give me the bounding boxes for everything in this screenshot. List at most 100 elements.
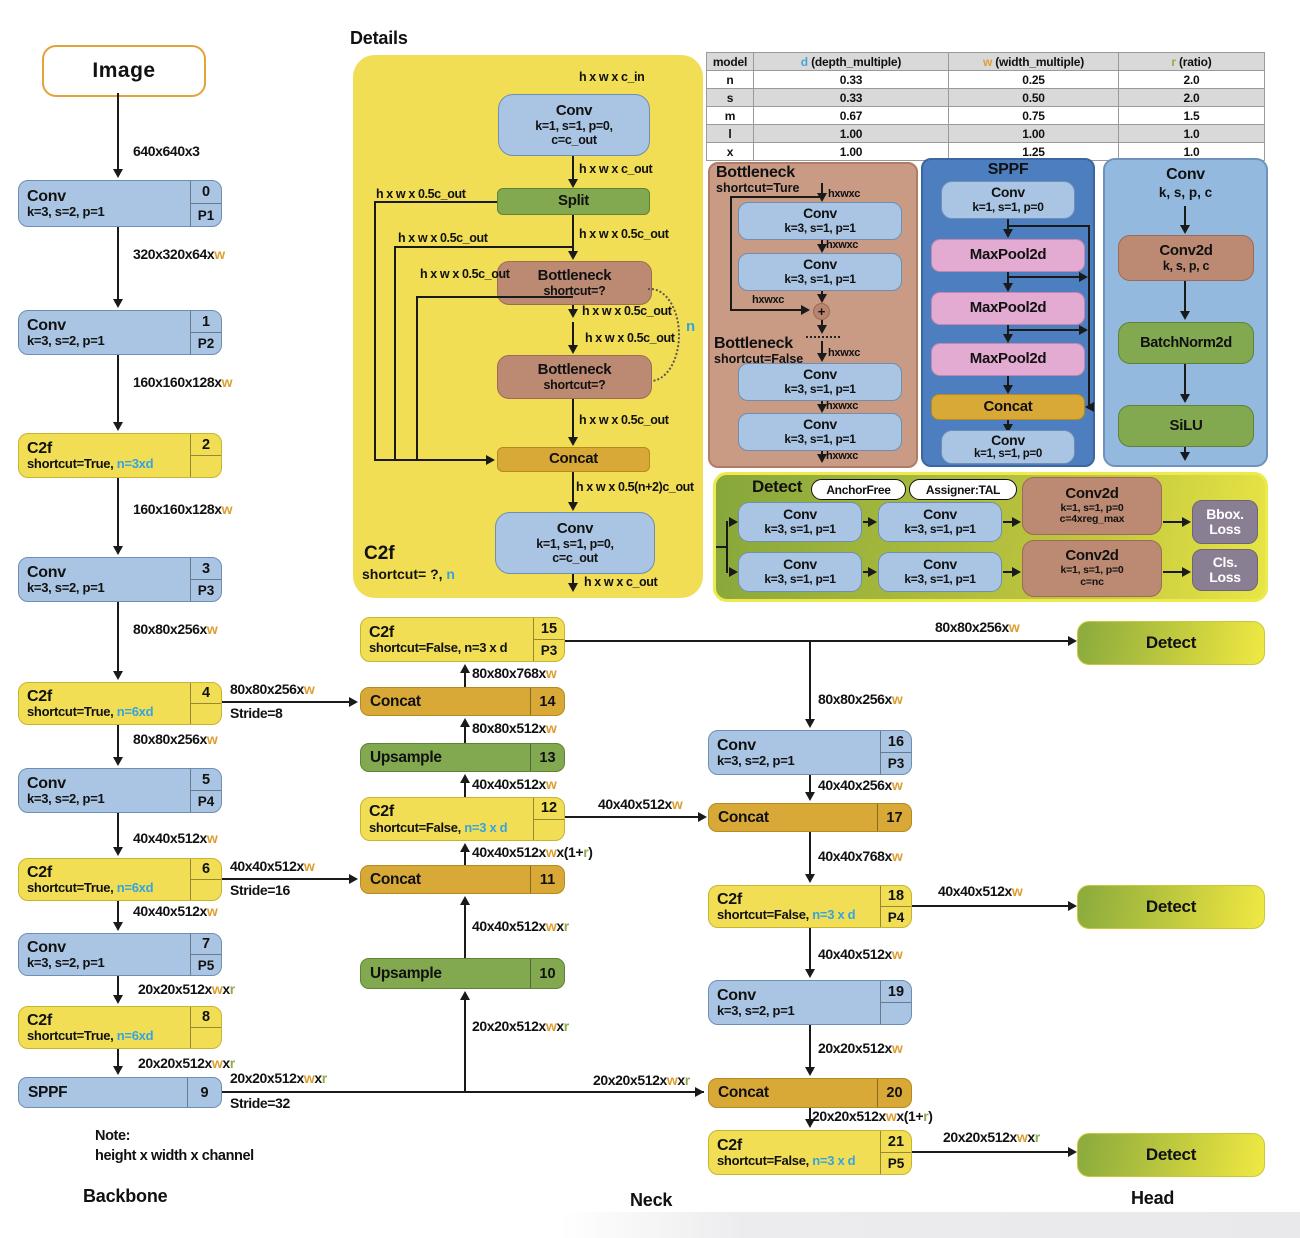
detect-panel-title: Detect [752,477,803,496]
flow-label: hxwxc [752,294,785,306]
box-sub: k=1, s=1, p=0, [536,537,614,552]
node-title: SPPF [28,1083,68,1101]
arrowhead [568,345,578,354]
cell: n [706,70,754,89]
connector-line [821,341,823,354]
label-part: r [563,1018,569,1034]
flow-label: 20x20x512xw [818,1040,903,1056]
label-part: w [891,777,903,793]
c2f-concat: Concat [497,447,650,472]
connector-line [117,93,119,170]
node-title: Conv [27,187,66,205]
arrowhead [113,847,123,856]
node-title: Concat [718,1084,769,1101]
label-part: r [229,1055,235,1071]
node-title: C2f [717,890,742,908]
label-part: w [545,665,557,681]
flow-label: 80x80x512xw [472,720,557,736]
arrowhead [113,169,123,178]
box-title: Conv [991,184,1025,201]
backbone-node-c2f-4: C2f shortcut=True, n=6xd 4 [18,682,222,725]
label-part: w [221,374,233,390]
box-title: Conv [783,506,817,523]
arrowhead [1068,901,1077,911]
arrowhead [1180,225,1190,234]
connector-line [374,201,376,460]
neck-node-conv-19: Conv k=3, s=2, p=1 19 [708,980,912,1025]
label-part: 320x320x64x [133,246,215,262]
detect-conv-r2c2: Conv k=3, s=1, p=1 [878,552,1002,592]
node-title: Conv [27,938,66,956]
connector-line [464,852,466,865]
label-part: 40x40x256x [818,777,892,793]
detect-conv-r1c1: Conv k=3, s=1, p=1 [738,502,862,542]
node-subtitle: k=3, s=2, p=1 [27,334,190,348]
cell: 2.0 [1118,88,1265,107]
node-stage [881,1003,911,1024]
detect-conv2d-bbox: Conv2d k=1, s=1, p=0 c=4xreg_max [1022,477,1162,535]
box-title: Bottleneck [537,360,612,378]
node-title: Concat [370,870,421,888]
arrowhead [460,774,470,783]
label-part: shortcut=True, [27,880,117,896]
arrowhead [805,969,815,978]
c2f-caption: C2f [364,543,395,564]
connector-line [821,240,823,245]
node-subtitle: k=3, s=2, p=1 [27,581,190,595]
node-index: 6 [191,859,221,880]
connector-line [1007,272,1009,284]
connector-line [809,832,811,874]
flow-label: 40x40x256xw [818,777,903,793]
label-part: r [583,844,589,860]
box-title: Conv [783,556,817,573]
node-stage: P3 [887,756,905,771]
label-part: w [1016,1129,1028,1145]
label-part: w [545,1018,557,1034]
node-index: 10 [530,959,564,988]
node-index: 19 [881,981,911,1003]
node-title: Upsample [370,748,442,766]
label-part: w [666,1072,678,1088]
flow-label: 320x320x64xw [133,246,225,262]
neck-node-upsample-13: Upsample 13 [360,743,565,772]
node-subtitle: k=3, s=2, p=1 [717,754,880,768]
flow-label: 20x20x512xwxr [593,1072,690,1088]
label-part: x(1+ [556,844,584,860]
arrowhead [486,455,495,465]
label-part: r [229,981,235,997]
connector-line [730,196,732,310]
label-part: 40x40x512x [472,918,546,934]
node-subtitle: shortcut=True, n=6xd [27,881,190,895]
label-part: w [206,731,218,747]
arrowhead [349,874,358,884]
arrowhead [460,896,470,905]
label-part: 80x80x256x [935,619,1009,635]
arrowhead [568,502,578,511]
arrowhead [1079,325,1088,335]
connector-line [1007,325,1009,337]
node-index: 4 [191,683,221,704]
arrowhead [801,305,810,315]
label-part: 40x40x512x [818,946,892,962]
box-sub: shortcut=? [543,378,606,393]
col-depth: d (depth_multiple) [753,52,949,71]
label-part: n=3 x d [464,819,508,835]
connector-line [730,309,804,311]
node-stage: P3 [540,643,558,658]
connector-line [572,322,574,346]
node-title: Conv [717,736,756,754]
backbone-node-c2f-8: C2f shortcut=True, n=6xd 8 [18,1006,222,1049]
label-part: 80x80x256x [230,681,304,697]
backbone-node-conv-7: Conv k=3, s=2, p=1 7 P5 [18,933,222,976]
connector-line [117,1049,119,1068]
arrowhead [1182,517,1191,527]
arrowhead [113,671,123,680]
connector-line [572,156,574,180]
arrowhead [568,309,578,318]
label-part: n=6xd [116,704,154,720]
backbone-node-conv-0: Conv k=3, s=2, p=1 0 P1 [18,180,222,227]
connector-line [809,1025,811,1067]
repeat-n-label: n [686,318,695,335]
badge-label: AnchorFree [826,482,891,497]
neck-node-concat-17: Concat 17 [708,803,912,832]
